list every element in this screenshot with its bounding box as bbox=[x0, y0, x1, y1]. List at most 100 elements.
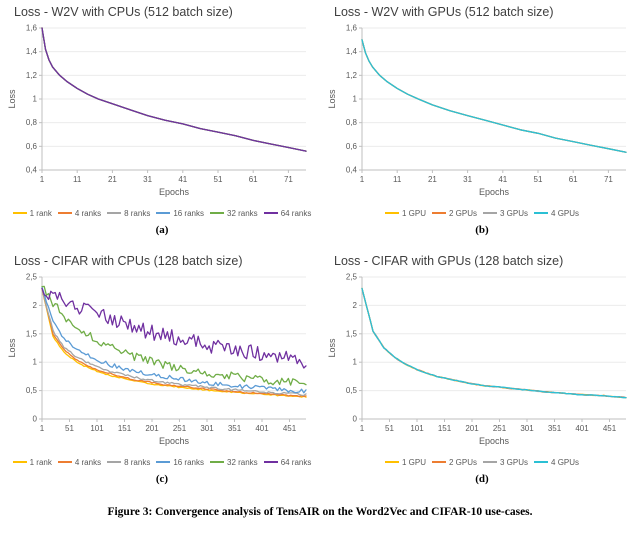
legend-item: 1 GPU bbox=[384, 457, 426, 467]
series-lines bbox=[41, 27, 307, 152]
chart-legend: 1 GPU 2 GPUs 3 GPUs 4 GPUs bbox=[326, 456, 638, 468]
legend-label: 1 rank bbox=[29, 208, 52, 218]
svg-text:351: 351 bbox=[228, 424, 242, 433]
svg-text:1: 1 bbox=[33, 95, 38, 104]
legend-item: 4 ranks bbox=[57, 458, 101, 467]
legend-item: 8 ranks bbox=[107, 209, 150, 218]
legend-item: 3 GPUs bbox=[483, 458, 528, 467]
tick-labels: 2,521,510,501 51 101 151 201 251 301 351 401 451 bbox=[26, 273, 297, 434]
svg-text:0,4: 0,4 bbox=[26, 166, 38, 175]
series-line bbox=[41, 285, 307, 386]
legend-label: 4 ranks bbox=[74, 208, 102, 218]
svg-text:71: 71 bbox=[604, 175, 613, 184]
chart-legend: 1 GPU 2 GPUs 3 GPUs 4 GPUs bbox=[326, 207, 638, 219]
series-lines bbox=[361, 39, 627, 153]
legend-label: 3 GPUs bbox=[500, 457, 529, 467]
legend-item: 2 GPUs bbox=[431, 209, 477, 218]
svg-text:0: 0 bbox=[353, 415, 358, 424]
subfigure-label: (b) bbox=[475, 224, 489, 236]
series-line bbox=[361, 287, 627, 399]
svg-text:31: 31 bbox=[143, 175, 152, 184]
legend-swatch bbox=[156, 212, 171, 214]
svg-text:101: 101 bbox=[90, 424, 104, 433]
series-line bbox=[41, 27, 307, 152]
legend-label: 8 ranks bbox=[124, 457, 151, 467]
svg-text:Loss: Loss bbox=[327, 338, 337, 358]
chart-cifar-gpus: Loss - CIFAR with GPUs (128 batch size) … bbox=[320, 251, 640, 500]
series-line bbox=[361, 39, 627, 153]
legend-swatch bbox=[107, 212, 122, 214]
legend-swatch bbox=[263, 461, 278, 463]
series-line bbox=[361, 39, 627, 153]
plot-svg: 1,61,41,210,80,60,41 11 21 31 41 51 61 71Epochs… bbox=[327, 24, 627, 197]
legend-label: 32 ranks bbox=[227, 208, 258, 218]
svg-text:0,4: 0,4 bbox=[346, 166, 358, 175]
plot-area: 2,5 2 1,5 1 0,5 0 1 51 101 151 201 251 301 351 401 451 E… bbox=[6, 269, 318, 455]
svg-text:1: 1 bbox=[40, 175, 45, 184]
series-line bbox=[41, 286, 307, 394]
gridlines bbox=[42, 27, 306, 147]
legend-item: 3 GPUs bbox=[483, 209, 528, 218]
legend-label: 1 GPU bbox=[401, 208, 426, 218]
gridlines bbox=[362, 27, 626, 147]
svg-text:51: 51 bbox=[65, 424, 74, 433]
svg-text:61: 61 bbox=[569, 175, 578, 184]
chart-cifar-cpus: Loss - CIFAR with CPUs (128 batch size) … bbox=[0, 251, 320, 500]
legend-swatch bbox=[431, 212, 446, 214]
chart-title: Loss - W2V with GPUs (512 batch size) bbox=[334, 5, 554, 19]
svg-text:1: 1 bbox=[353, 358, 358, 367]
svg-text:51: 51 bbox=[214, 175, 223, 184]
plot-area: 1,6 1,4 1,2 1 0,8 0,6 0,4 1 11 21 31 41 51 61 71 Epochs… bbox=[6, 20, 318, 206]
svg-text:21: 21 bbox=[108, 175, 117, 184]
legend-swatch bbox=[534, 461, 549, 463]
legend-swatch bbox=[57, 212, 72, 214]
svg-text:1,2: 1,2 bbox=[346, 71, 358, 80]
legend-label: 16 ranks bbox=[173, 457, 204, 467]
gridlines bbox=[362, 276, 626, 392]
legend-item: 4 GPUs bbox=[534, 458, 579, 467]
svg-text:0,5: 0,5 bbox=[346, 386, 358, 395]
svg-text:31: 31 bbox=[463, 175, 472, 184]
svg-text:2: 2 bbox=[33, 301, 38, 310]
series-line bbox=[41, 27, 307, 152]
svg-text:1: 1 bbox=[33, 358, 38, 367]
svg-text:41: 41 bbox=[498, 175, 507, 184]
figure-caption: Figure 3: Convergence analysis of TensAI… bbox=[107, 506, 533, 518]
svg-text:101: 101 bbox=[410, 424, 424, 433]
legend-label: 2 GPUs bbox=[448, 457, 477, 467]
tick-labels: 1,61,41,210,80,60,41 11 21 31 41 51 61 71 bbox=[346, 24, 614, 185]
legend-swatch bbox=[263, 212, 278, 214]
legend-swatch bbox=[156, 461, 171, 463]
svg-text:1: 1 bbox=[40, 424, 45, 433]
series-lines bbox=[361, 287, 627, 399]
series-line bbox=[361, 39, 627, 153]
axes bbox=[359, 27, 626, 173]
svg-text:351: 351 bbox=[548, 424, 562, 433]
tick-labels: 1,61,41,210,80,60,41 11 21 31 41 51 61 71 bbox=[26, 24, 294, 185]
legend-label: 1 rank bbox=[29, 457, 52, 467]
legend-swatch bbox=[210, 461, 224, 463]
svg-text:0,8: 0,8 bbox=[26, 118, 38, 127]
legend-label: 4 GPUs bbox=[551, 208, 580, 218]
axis-titles: Epochs Loss bbox=[7, 338, 190, 446]
series-line bbox=[41, 27, 307, 152]
svg-text:201: 201 bbox=[145, 424, 159, 433]
series-line bbox=[41, 27, 307, 152]
plot-area: 2,5 2 1,5 1 0,5 0 1 51 101 151 201 251 301 351 401 451 E… bbox=[326, 269, 638, 455]
legend-item: 1 rank bbox=[12, 208, 52, 218]
legend-label: 1 GPU bbox=[401, 457, 426, 467]
legend-swatch bbox=[12, 461, 27, 463]
svg-text:1,6: 1,6 bbox=[346, 24, 358, 33]
svg-text:71: 71 bbox=[284, 175, 293, 184]
svg-text:2,5: 2,5 bbox=[346, 273, 358, 282]
axes bbox=[359, 276, 626, 422]
plot-svg: 1,61,41,210,80,60,41 11 21 31 41 51 61 71Epochs… bbox=[7, 24, 307, 197]
axes bbox=[39, 276, 306, 422]
svg-text:Epochs: Epochs bbox=[479, 436, 510, 446]
axes bbox=[39, 27, 306, 173]
legend-label: 8 ranks bbox=[124, 208, 151, 218]
svg-text:1,2: 1,2 bbox=[26, 71, 38, 80]
legend-swatch bbox=[483, 212, 497, 214]
svg-text:401: 401 bbox=[575, 424, 589, 433]
chart-legend: 1 rank 4 ranks 8 ranks 16 ranks 32 ranks 64 r… bbox=[6, 207, 318, 219]
